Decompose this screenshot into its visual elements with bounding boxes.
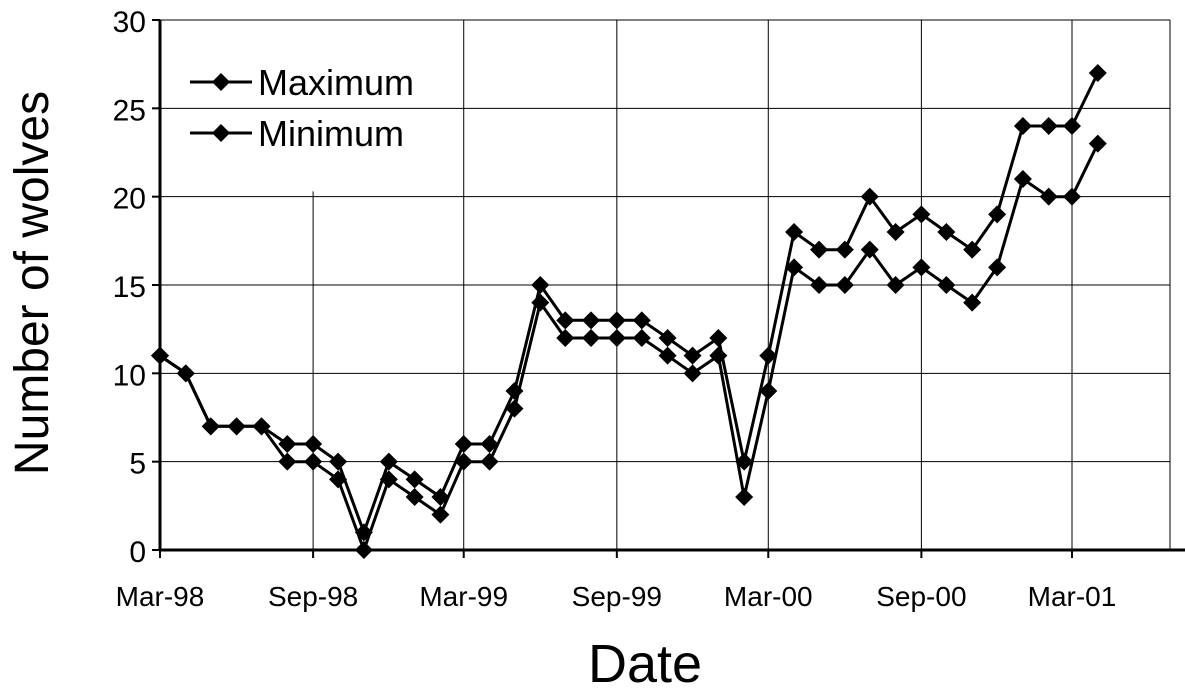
data-point-minimum	[937, 276, 956, 294]
data-point-minimum	[582, 329, 601, 347]
data-point-maximum	[963, 240, 982, 259]
data-point-maximum	[886, 223, 905, 241]
y-tick-label: 0	[129, 536, 146, 569]
data-point-minimum	[709, 346, 728, 365]
data-point-minimum	[454, 452, 473, 471]
grid-lines	[160, 19, 1171, 550]
data-point-maximum	[1063, 117, 1081, 135]
data-point-maximum	[709, 329, 728, 347]
data-point-minimum	[354, 541, 373, 559]
data-point-maximum	[405, 470, 424, 489]
data-point-minimum	[505, 399, 524, 418]
data-point-minimum	[531, 293, 550, 312]
data-point-maximum	[556, 311, 575, 330]
data-point-minimum	[1039, 187, 1058, 206]
data-point-maximum	[379, 452, 398, 471]
x-axis-title: Date	[588, 634, 702, 694]
data-point-maximum	[988, 205, 1007, 224]
data-point-minimum	[227, 417, 246, 436]
data-point-minimum	[1013, 170, 1032, 188]
data-point-minimum	[405, 488, 424, 506]
legend-marker-maximum	[212, 73, 230, 91]
data-point-minimum	[886, 276, 905, 294]
data-point-maximum	[835, 240, 854, 259]
data-point-minimum	[431, 505, 450, 524]
data-point-minimum	[963, 293, 982, 312]
data-point-maximum	[1088, 64, 1107, 82]
data-point-maximum	[912, 205, 931, 224]
series-line-minimum	[159, 143, 1100, 552]
data-point-maximum	[632, 311, 651, 330]
data-point-minimum	[835, 276, 854, 294]
data-point-maximum	[937, 223, 956, 241]
data-point-minimum	[151, 346, 169, 365]
x-tick-label: Sep-99	[572, 581, 662, 612]
data-point-maximum	[480, 435, 499, 453]
x-tick-label: Sep-00	[876, 581, 966, 612]
data-point-maximum	[860, 187, 879, 206]
data-point-maximum	[683, 346, 702, 365]
data-point-minimum	[785, 258, 804, 277]
legend-label-maximum: Maximum	[258, 62, 414, 103]
data-point-maximum	[810, 240, 829, 259]
data-point-minimum	[176, 364, 195, 383]
data-point-minimum	[632, 329, 651, 347]
data-point-maximum	[582, 311, 601, 330]
x-axis-ticks: Mar-98 Sep-98 Mar-99 Sep-99 Mar-00 Sep-00 Mar-…	[116, 550, 1117, 612]
data-point-maximum	[785, 223, 804, 241]
y-tick-label: 15	[113, 271, 146, 304]
data-point-minimum	[252, 417, 271, 436]
data-point-minimum	[201, 417, 220, 436]
data-point-minimum	[1063, 187, 1081, 206]
y-tick-label: 30	[113, 6, 146, 39]
series-layer	[151, 64, 1107, 559]
data-point-minimum	[379, 470, 398, 489]
x-tick-label: Mar-01	[1028, 581, 1117, 612]
x-tick-label: Mar-00	[724, 581, 813, 612]
data-point-minimum	[480, 452, 499, 471]
data-point-maximum	[531, 276, 550, 294]
data-point-maximum	[607, 311, 626, 330]
data-point-minimum	[860, 240, 879, 259]
data-point-minimum	[1088, 134, 1107, 153]
data-point-maximum	[278, 435, 297, 453]
data-point-maximum	[454, 435, 473, 453]
data-point-maximum	[1039, 117, 1058, 135]
data-point-minimum	[735, 488, 754, 506]
y-tick-label: 20	[113, 183, 146, 216]
y-tick-label: 10	[113, 359, 146, 392]
data-point-minimum	[278, 452, 297, 471]
x-tick-label: Mar-99	[419, 581, 508, 612]
y-tick-label: 25	[113, 94, 146, 127]
data-point-minimum	[912, 258, 931, 277]
data-point-minimum	[556, 329, 575, 347]
data-point-minimum	[759, 382, 778, 400]
legend-marker-minimum	[212, 124, 230, 142]
data-point-maximum	[759, 346, 778, 365]
series-minimum	[151, 134, 1107, 559]
y-axis-ticks: 0 5 10 15 20 25 30	[113, 6, 160, 569]
y-tick-label: 5	[129, 448, 146, 481]
data-point-minimum	[810, 276, 829, 294]
data-point-minimum	[607, 329, 626, 347]
x-tick-label: Mar-98	[116, 581, 205, 612]
x-tick-label: Sep-98	[268, 581, 358, 612]
data-point-minimum	[658, 346, 677, 365]
data-point-minimum	[683, 364, 702, 383]
data-point-minimum	[329, 470, 348, 489]
data-point-maximum	[1013, 117, 1032, 135]
y-axis-title: Number of wolves	[6, 91, 59, 475]
data-point-minimum	[988, 258, 1007, 277]
legend-label-minimum: Minimum	[258, 113, 404, 154]
data-point-maximum	[304, 435, 323, 453]
data-point-minimum	[304, 452, 323, 471]
data-point-maximum	[658, 329, 677, 347]
legend: Maximum Minimum	[190, 62, 414, 154]
data-point-maximum	[329, 452, 348, 471]
